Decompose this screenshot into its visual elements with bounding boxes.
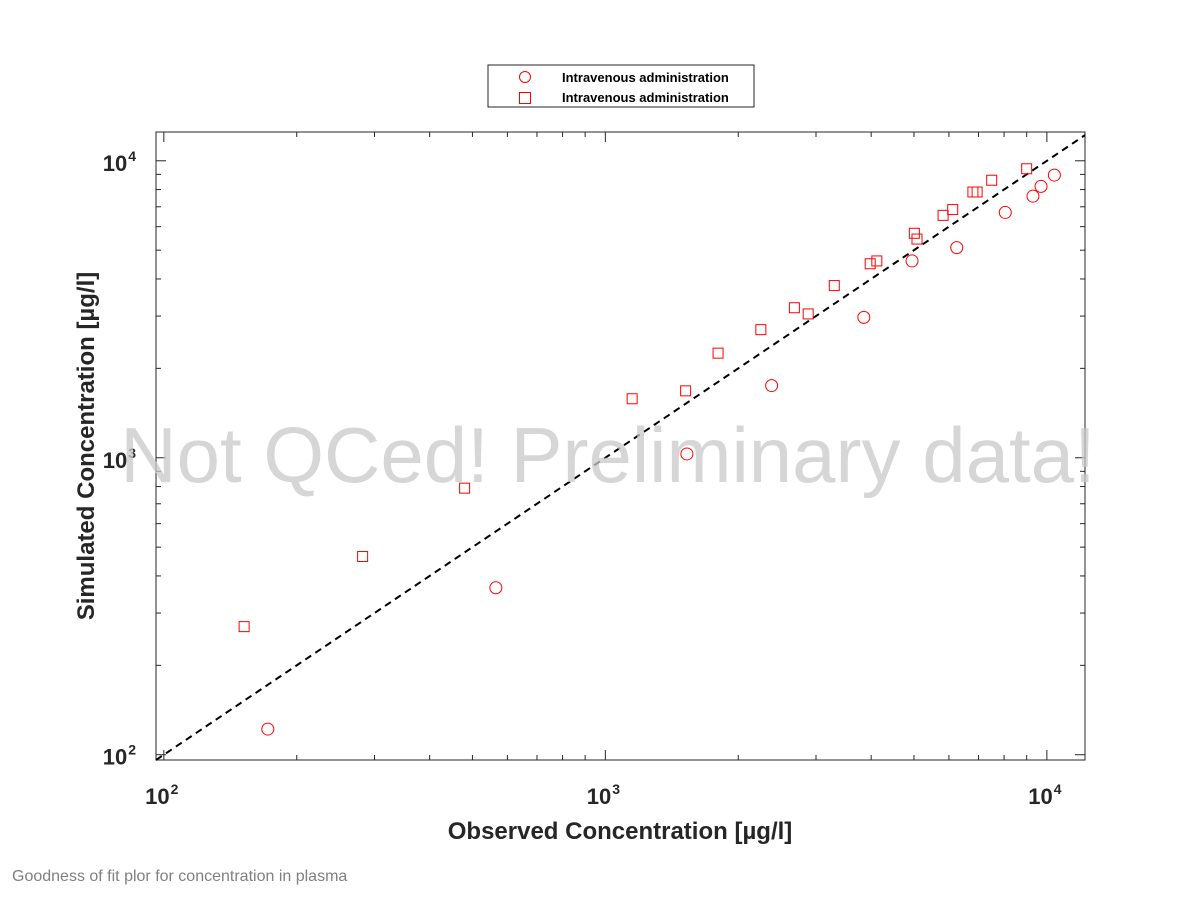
square-point — [788, 302, 800, 314]
circle-point — [857, 310, 871, 324]
square-point — [911, 233, 923, 245]
square-point — [626, 393, 638, 405]
x-tick-label: 103 — [587, 781, 620, 809]
identity-line — [155, 134, 1086, 761]
y-axis-title: Simulated Concentration [µg/l] — [73, 272, 100, 621]
x-tick-exponent: 3 — [612, 781, 620, 797]
circle-point — [261, 722, 275, 736]
square-point — [871, 255, 883, 267]
square-point — [828, 280, 840, 292]
square-point — [459, 482, 471, 494]
circle-point — [1034, 179, 1048, 193]
square-point — [357, 551, 369, 563]
y-tick-exponent: 4 — [128, 148, 136, 164]
circle-point — [998, 205, 1012, 219]
square-point — [1021, 163, 1033, 175]
square-point — [712, 347, 724, 359]
y-tick-exponent: 2 — [128, 742, 136, 758]
legend-label-circle: Intravenous administration — [562, 70, 729, 85]
x-tick-label: 104 — [1028, 781, 1061, 809]
circle-point — [1026, 189, 1040, 203]
figure-caption: Goodness of fit plor for concentration i… — [12, 868, 348, 885]
y-tick-label: 102 — [103, 742, 136, 770]
square-point — [971, 186, 983, 198]
legend-box — [487, 64, 755, 108]
square-point — [937, 209, 949, 221]
circle-point — [1047, 168, 1061, 182]
legend-label-square: Intravenous administration — [562, 90, 729, 105]
x-tick-labels: 102 103 104 — [145, 781, 1062, 809]
square-point — [947, 204, 959, 216]
series-1-square-points — [238, 163, 1033, 633]
x-tick-exponent: 2 — [171, 781, 179, 797]
square-point — [802, 308, 814, 320]
series-0-circle-points — [261, 168, 1061, 736]
square-point — [680, 385, 692, 397]
legend-square-marker — [519, 92, 531, 104]
major-ticks — [156, 132, 1085, 760]
circle-point — [905, 254, 919, 268]
legend-circle-marker — [519, 71, 531, 83]
y-tick-exponent: 3 — [128, 445, 136, 461]
x-tick-label: 102 — [145, 781, 178, 809]
square-point — [986, 174, 998, 186]
square-point — [755, 324, 767, 336]
circle-point — [680, 447, 694, 461]
circle-point — [765, 379, 779, 393]
x-tick-exponent: 4 — [1054, 781, 1062, 797]
circle-point — [489, 581, 503, 595]
square-point — [864, 258, 876, 270]
x-axis-title: Observed Concentration [µg/l] — [448, 818, 793, 845]
minor-ticks — [156, 132, 1085, 760]
circle-point — [950, 241, 964, 255]
square-point — [238, 621, 250, 633]
legend: Intravenous administration Intravenous a… — [487, 64, 755, 108]
square-point — [908, 227, 920, 239]
y-tick-label: 104 — [103, 148, 136, 176]
data-points — [238, 163, 1061, 736]
watermark: Not QCed! Preliminary data! — [120, 411, 1095, 499]
